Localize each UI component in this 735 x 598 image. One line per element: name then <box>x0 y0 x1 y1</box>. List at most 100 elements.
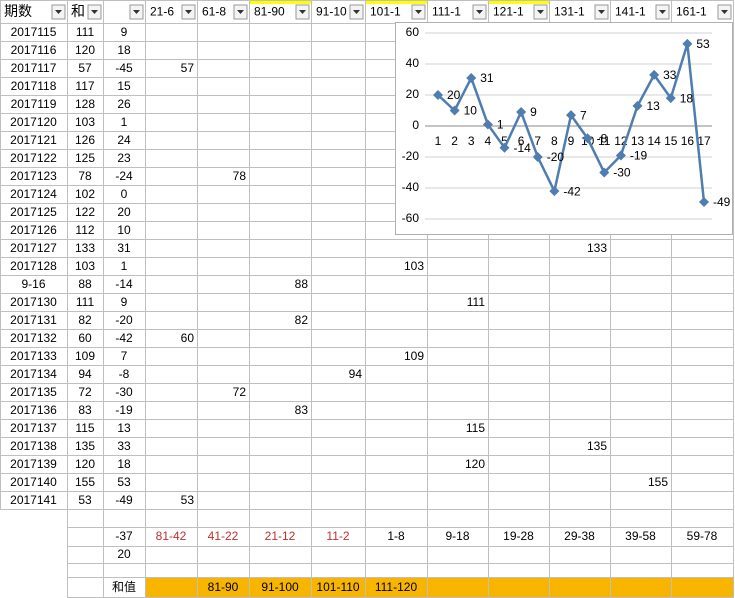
data-label: 9 <box>530 105 537 119</box>
point <box>699 196 709 207</box>
chart-frame <box>395 22 733 235</box>
sum-cell: 102 <box>75 187 95 201</box>
range-cell: 115 <box>466 421 485 435</box>
x-tick-label: 16 <box>681 134 695 148</box>
period-cell: 2017124 <box>10 187 57 201</box>
diff-cell: -19 <box>115 403 133 417</box>
point <box>649 69 660 80</box>
data-label: -8 <box>597 132 608 146</box>
point <box>615 150 626 161</box>
header-highlight <box>249 0 311 4</box>
sum-cell: 83 <box>78 403 92 417</box>
filter-arrow <box>133 10 140 14</box>
period-cell: 2017132 <box>10 331 57 345</box>
sum-cell: 103 <box>75 115 95 129</box>
filter-arrow <box>237 10 244 14</box>
diff-cell: 31 <box>117 241 131 255</box>
sum-cell: 133 <box>75 241 95 255</box>
period-cell: 2017138 <box>10 439 57 453</box>
summary-range: 19-28 <box>503 529 534 543</box>
header-highlight <box>365 0 427 4</box>
point <box>549 186 560 197</box>
period-cell: 2017141 <box>10 493 57 507</box>
sum-cell: 115 <box>75 421 94 435</box>
sum-cell: 94 <box>78 367 92 381</box>
sum-cell: 109 <box>75 349 95 363</box>
filter-arrow <box>537 10 544 14</box>
x-tick-label: 13 <box>631 134 645 148</box>
range-cell: 133 <box>587 241 607 255</box>
point <box>433 90 443 100</box>
x-tick-label: 15 <box>664 134 678 148</box>
data-label: 20 <box>447 88 461 102</box>
period-cell: 2017117 <box>11 61 57 75</box>
diff-cell: 18 <box>117 43 131 57</box>
period-cell: 2017134 <box>10 367 57 381</box>
summary-range: 39-58 <box>625 529 656 543</box>
range-cell: 103 <box>404 259 424 273</box>
sum-cell: 72 <box>78 385 92 399</box>
diff-cell: -30 <box>115 385 133 399</box>
y-tick-label: -60 <box>402 211 420 225</box>
diff-cell: -42 <box>115 331 133 345</box>
diff-cell: 0 <box>121 187 128 201</box>
period-cell: 2017125 <box>10 205 57 219</box>
point <box>499 142 510 153</box>
header-highlight <box>488 0 549 4</box>
sum-cell: 155 <box>75 475 95 489</box>
sum-cell: 135 <box>75 439 95 453</box>
point <box>466 72 477 83</box>
diff-cell: 1 <box>121 115 128 129</box>
filter-arrow <box>353 10 360 14</box>
data-label: 18 <box>680 91 694 105</box>
data-label: -30 <box>613 166 631 180</box>
diff-cell: 23 <box>117 151 131 165</box>
header-cell: 91-10 <box>316 5 347 19</box>
sum-cell: 78 <box>78 169 92 183</box>
sum-cell: 111 <box>76 25 95 39</box>
x-tick-label: 1 <box>435 134 442 148</box>
header-cell: 161-1 <box>676 5 707 19</box>
period-cell: 2017120 <box>10 115 57 129</box>
summary-range: 9-18 <box>445 529 469 543</box>
data-label: 33 <box>663 68 677 82</box>
point <box>599 167 610 178</box>
filter-arrow <box>476 10 483 14</box>
x-tick-label: 6 <box>518 134 525 148</box>
diff-cell: 53 <box>117 475 131 489</box>
diff-cell: 26 <box>117 97 131 111</box>
header-cell: 141-1 <box>615 5 646 19</box>
y-tick-label: 40 <box>406 56 420 70</box>
sum-cell: 88 <box>78 277 92 291</box>
sum-cell: 117 <box>75 79 94 93</box>
summary-range: 81-42 <box>156 529 187 543</box>
sum-cell: 120 <box>75 457 95 471</box>
range-cell: 94 <box>349 367 363 381</box>
point <box>532 152 543 162</box>
x-tick-label: 7 <box>534 134 541 148</box>
header-cell: 期数 <box>4 3 32 19</box>
range-cell: 53 <box>181 493 195 507</box>
summary-range: 111-120 <box>375 580 418 594</box>
range-cell: 57 <box>181 61 195 75</box>
filter-arrow <box>91 10 98 14</box>
summary-range: 101-110 <box>316 580 359 594</box>
period-cell: 2017137 <box>10 421 57 435</box>
summary-diff: -37 <box>115 529 133 543</box>
sum-cell: 53 <box>78 493 92 507</box>
diff-cell: 24 <box>117 133 131 147</box>
summary-range: 81-90 <box>208 580 239 594</box>
range-cell: 111 <box>467 295 486 309</box>
data-label: -20 <box>547 150 565 164</box>
header-cell: 21-6 <box>150 5 174 19</box>
point <box>582 133 593 144</box>
summary-range: 91-100 <box>261 580 299 594</box>
filter-arrow <box>185 10 192 14</box>
point <box>482 119 493 130</box>
y-tick-label: 20 <box>406 87 420 101</box>
summary-range: 1-8 <box>387 529 405 543</box>
diff-cell: 1 <box>121 259 128 273</box>
summary-range: 11-2 <box>326 529 349 543</box>
sum-cell: 111 <box>76 295 95 309</box>
diff-cell: 15 <box>117 79 131 93</box>
